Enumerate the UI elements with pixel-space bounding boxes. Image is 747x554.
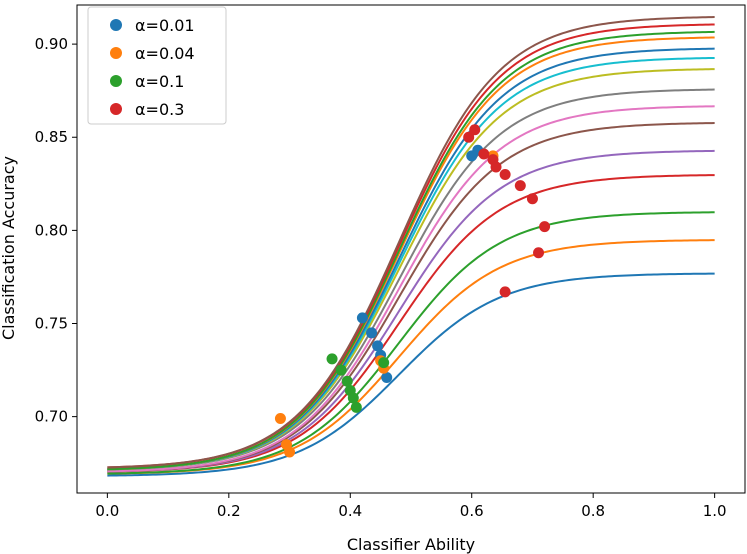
x-tick-label: 0.6 <box>460 502 484 520</box>
x-tick-label: 0.2 <box>217 502 241 520</box>
y-tick-label: 0.85 <box>35 128 68 146</box>
x-tick-label: 0.8 <box>581 502 605 520</box>
data-point-30 <box>499 286 511 298</box>
y-tick-label: 0.70 <box>35 408 68 426</box>
data-point-26 <box>514 180 526 192</box>
x-tick-label: 0.4 <box>338 502 362 520</box>
legend-label: α=0.3 <box>135 100 184 119</box>
data-point-13 <box>350 401 362 413</box>
data-point-6 <box>466 150 478 162</box>
data-point-8 <box>281 439 293 451</box>
legend-marker <box>110 75 122 87</box>
legend: α=0.01 α=0.04 α=0.1 α=0.3 <box>87 6 227 125</box>
data-point-4 <box>356 312 368 324</box>
legend-marker <box>110 103 122 115</box>
legend-marker <box>110 19 122 31</box>
data-point-25 <box>499 168 511 180</box>
points-group <box>274 124 551 458</box>
y-tick-label: 0.80 <box>35 221 68 239</box>
data-point-24 <box>490 161 502 173</box>
plot-frame <box>76 4 746 494</box>
legend-label: α=0.04 <box>135 44 195 63</box>
data-point-9 <box>274 412 286 424</box>
series-line-curve-1 <box>107 272 715 477</box>
data-point-0 <box>381 372 393 384</box>
x-axis-label: Classifier Ability <box>347 535 475 554</box>
legend-box <box>87 6 227 125</box>
y-tick-label: 0.90 <box>35 35 68 53</box>
series-line-curve-15 <box>107 16 715 469</box>
series-line-curve-13 <box>107 30 715 471</box>
data-point-16 <box>341 375 353 387</box>
data-point-2 <box>372 340 384 352</box>
y-axis-ticks: 0.70 0.75 0.80 0.85 0.90 <box>35 35 77 426</box>
y-tick-label: 0.75 <box>35 315 68 333</box>
data-point-19 <box>378 357 390 369</box>
data-point-3 <box>366 327 378 339</box>
curves-group <box>107 16 715 477</box>
legend-label: α=0.01 <box>135 16 195 35</box>
data-point-28 <box>539 221 551 233</box>
x-tick-label: 1.0 <box>703 502 727 520</box>
x-tick-label: 0.0 <box>95 502 119 520</box>
series-line-curve-3 <box>107 211 715 475</box>
data-point-17 <box>335 364 347 376</box>
data-point-21 <box>469 124 481 136</box>
legend-marker <box>110 47 122 59</box>
data-point-27 <box>526 193 538 205</box>
data-point-22 <box>478 148 490 160</box>
y-axis-label: Classification Accuracy <box>0 156 18 340</box>
data-point-20 <box>463 131 475 143</box>
x-axis-ticks: 0.0 0.2 0.4 0.6 0.8 1.0 <box>95 493 727 520</box>
series-line-curve-7 <box>107 105 715 473</box>
data-point-29 <box>533 247 545 259</box>
legend-label: α=0.1 <box>135 72 184 91</box>
data-point-18 <box>326 353 338 365</box>
data-point-15 <box>344 385 356 397</box>
